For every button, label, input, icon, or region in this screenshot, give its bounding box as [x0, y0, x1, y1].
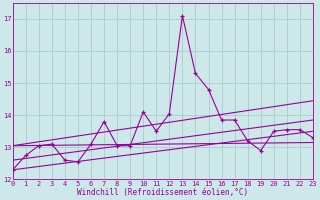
X-axis label: Windchill (Refroidissement éolien,°C): Windchill (Refroidissement éolien,°C) — [77, 188, 248, 197]
